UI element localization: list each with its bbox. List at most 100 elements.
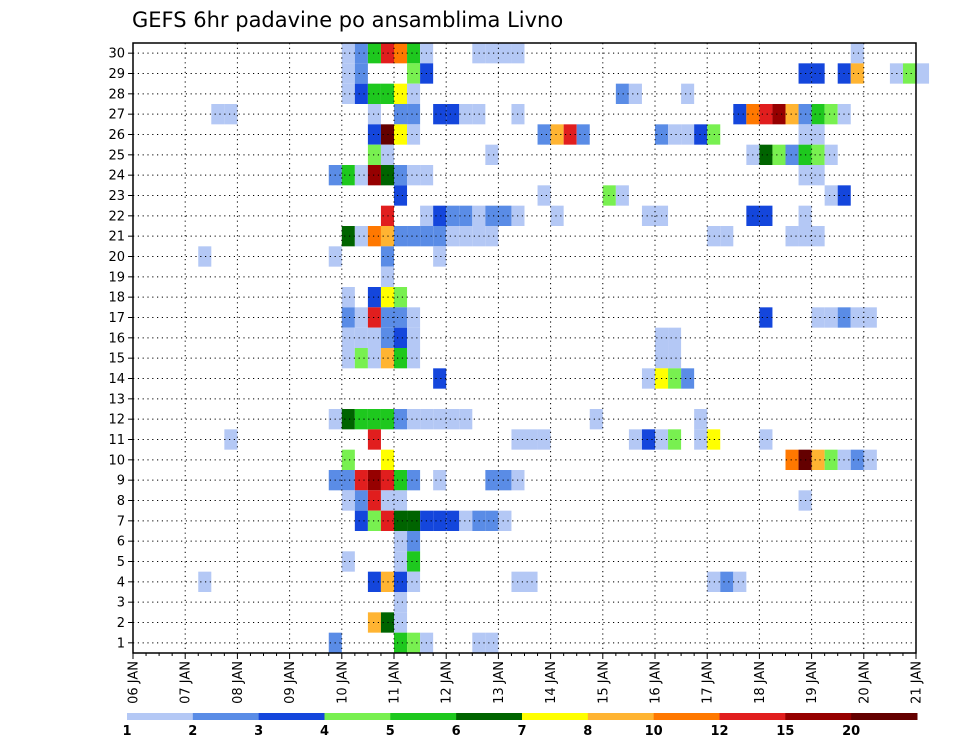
heatmap-cell bbox=[681, 124, 695, 145]
legend-swatch bbox=[653, 713, 720, 720]
heatmap-cell bbox=[367, 104, 381, 125]
x-tick-label: 21 JAN bbox=[910, 661, 925, 704]
y-tick-label: 2 bbox=[117, 616, 125, 631]
y-tick-label: 17 bbox=[108, 311, 125, 326]
heatmap-cell bbox=[681, 368, 695, 389]
heatmap-cell bbox=[224, 429, 238, 450]
heatmap-cell bbox=[367, 510, 381, 531]
y-tick-label: 8 bbox=[117, 494, 125, 509]
heatmap-cell bbox=[485, 205, 499, 226]
x-tick-label: 06 JAN bbox=[127, 661, 142, 704]
heatmap-cell bbox=[641, 205, 655, 226]
y-tick-label: 29 bbox=[108, 67, 125, 82]
y-tick-label: 13 bbox=[108, 392, 125, 407]
y-tick-label: 25 bbox=[108, 148, 125, 163]
heatmap-cell bbox=[394, 43, 408, 64]
heatmap-cell bbox=[394, 510, 408, 531]
heatmap-cell bbox=[224, 104, 238, 125]
heatmap-cell bbox=[367, 571, 381, 592]
y-tick-label: 30 bbox=[108, 47, 125, 62]
heatmap-cell bbox=[394, 124, 408, 145]
heatmap-cell bbox=[459, 205, 473, 226]
heatmap-cell bbox=[367, 226, 381, 247]
heatmap-cell bbox=[367, 409, 381, 430]
heatmap-cell bbox=[367, 470, 381, 491]
heatmap-cell bbox=[485, 226, 499, 247]
heatmap-cell bbox=[367, 43, 381, 64]
heatmap-cell bbox=[707, 571, 721, 592]
heatmap-cell bbox=[341, 551, 355, 572]
heatmap-cell bbox=[446, 510, 460, 531]
heatmap-cell bbox=[367, 429, 381, 450]
heatmap-cell bbox=[394, 531, 408, 552]
y-tick-label: 18 bbox=[108, 291, 125, 306]
heatmap-cell bbox=[459, 226, 473, 247]
heatmap-cell bbox=[367, 490, 381, 511]
legend-swatch bbox=[719, 713, 786, 720]
heatmap-cell bbox=[811, 124, 825, 145]
heatmap-cell bbox=[407, 124, 421, 145]
heatmap-cell bbox=[407, 307, 421, 328]
heatmap-cell bbox=[433, 409, 447, 430]
heatmap-cell bbox=[785, 144, 799, 165]
x-tick-label: 11 JAN bbox=[388, 661, 403, 704]
legend-swatch bbox=[192, 713, 260, 720]
y-tick-label: 28 bbox=[108, 87, 125, 102]
heatmap-cell bbox=[694, 429, 708, 450]
heatmap-cell bbox=[354, 83, 368, 104]
heatmap-cell bbox=[407, 632, 421, 653]
legend-label: 12 bbox=[710, 724, 728, 739]
y-tick-label: 6 bbox=[117, 535, 125, 550]
y-tick-label: 24 bbox=[108, 169, 125, 184]
heatmap-cell bbox=[485, 144, 499, 165]
heatmap-cell bbox=[367, 165, 381, 186]
heatmap-cell bbox=[772, 104, 786, 125]
heatmap-cell bbox=[524, 429, 538, 450]
heatmap-cell bbox=[394, 612, 408, 633]
heatmap-cell bbox=[433, 246, 447, 267]
x-tick-label: 19 JAN bbox=[805, 661, 820, 704]
heatmap-cell bbox=[811, 63, 825, 84]
heatmap-cell bbox=[407, 104, 421, 125]
legend-swatch bbox=[522, 713, 589, 720]
x-tick-label: 12 JAN bbox=[440, 661, 455, 704]
heatmap-cell bbox=[407, 63, 421, 84]
heatmap-cell bbox=[824, 449, 838, 470]
legend-label: 7 bbox=[517, 724, 526, 739]
heatmap-cell bbox=[407, 510, 421, 531]
x-tick-label: 15 JAN bbox=[596, 661, 611, 704]
heatmap-cell bbox=[198, 246, 212, 267]
heatmap-cell bbox=[341, 348, 355, 369]
heatmap-cell bbox=[407, 409, 421, 430]
heatmap-cell bbox=[916, 63, 930, 84]
heatmap-cell bbox=[811, 226, 825, 247]
heatmap-cell bbox=[407, 83, 421, 104]
heatmap-cell bbox=[367, 144, 381, 165]
heatmap-cell bbox=[394, 632, 408, 653]
legend-swatch bbox=[324, 713, 391, 720]
heatmap-cell bbox=[785, 104, 799, 125]
heatmap-cell bbox=[354, 470, 368, 491]
x-tick-label: 18 JAN bbox=[753, 661, 768, 704]
plot-frame bbox=[132, 42, 917, 654]
heatmap-cell bbox=[354, 348, 368, 369]
heatmap-cell bbox=[498, 43, 512, 64]
x-tick-label: 08 JAN bbox=[231, 661, 246, 704]
heatmap-cell bbox=[394, 592, 408, 613]
heatmap-cell bbox=[902, 63, 916, 84]
heatmap-cell bbox=[811, 144, 825, 165]
heatmap-cell bbox=[354, 63, 368, 84]
heatmap-cell bbox=[367, 287, 381, 308]
x-tick-label: 09 JAN bbox=[283, 661, 298, 704]
heatmap-cell bbox=[446, 205, 460, 226]
heatmap-cell bbox=[341, 490, 355, 511]
heatmap-cell bbox=[733, 571, 747, 592]
heatmap-cell bbox=[811, 307, 825, 328]
heatmap-cell bbox=[394, 307, 408, 328]
heatmap-cell bbox=[198, 571, 212, 592]
x-tick-label: 14 JAN bbox=[544, 661, 559, 704]
heatmap-cell bbox=[668, 124, 682, 145]
heatmap-cell bbox=[498, 470, 512, 491]
heatmap-cell bbox=[485, 470, 499, 491]
heatmap-cell bbox=[498, 510, 512, 531]
